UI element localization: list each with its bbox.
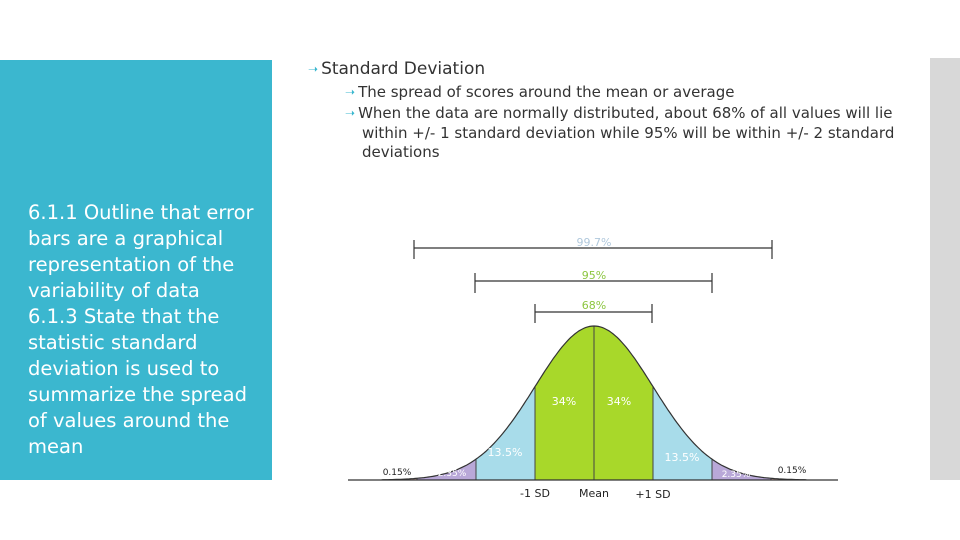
bullet-sub2: ➝ When the data are normally distributed,…: [345, 104, 905, 162]
region-outer-right: [712, 459, 771, 480]
label-997: 99.7%: [577, 236, 612, 249]
objective-6-1-3: 6.1.3 State that the statistic standard …: [28, 305, 247, 458]
sub2-line3: deviations: [362, 143, 440, 161]
label-68: 68%: [582, 299, 606, 312]
bell-curve-outline: [381, 325, 807, 481]
bullet-arrow-icon: ➝: [345, 106, 356, 120]
label-outer-right: 2.35%: [722, 470, 751, 480]
heading-text: Standard Deviation: [321, 59, 486, 79]
objective-6-1-1: 6.1.1 Outline that error bars are a grap…: [28, 201, 254, 302]
left-title-panel: 6.1.1 Outline that error bars are a grap…: [0, 60, 272, 480]
sub2-line1: When the data are normally distributed, …: [358, 104, 893, 122]
label-mid-right: 13.5%: [665, 451, 700, 464]
axis-plus-sd: +1 SD: [635, 488, 670, 501]
bullet-heading: ➝ Standard Deviation: [308, 59, 485, 80]
bullet-arrow-icon: ➝: [308, 62, 319, 76]
label-mid-left: 13.5%: [488, 446, 523, 459]
right-decorative-bar: [930, 58, 960, 480]
axis-minus-sd: -1 SD: [520, 487, 550, 500]
range-68-bar: [534, 304, 653, 323]
label-tail-left: 0.15%: [383, 468, 412, 478]
range-95-bar: [474, 273, 713, 293]
bullet-arrow-icon: ➝: [345, 85, 356, 99]
bell-curve-regions: [348, 325, 838, 481]
label-center-left: 34%: [552, 395, 576, 408]
normal-distribution-diagram: 99.7% 95% 68% 34% 34% 13.5% 13.5% 2.35% …: [348, 236, 838, 501]
bullet-sub1: ➝ The spread of scores around the mean or…: [345, 82, 734, 103]
axis-mean: Mean: [579, 487, 609, 500]
sub2-line2: within +/- 1 standard deviation while 95…: [362, 124, 895, 142]
range-997-bar: [413, 240, 773, 259]
label-tail-right: 0.15%: [778, 466, 807, 476]
sub1-text: The spread of scores around the mean or …: [358, 83, 735, 101]
region-outer-left: [417, 459, 476, 480]
label-outer-left: 2.35%: [438, 469, 467, 479]
learning-objectives: 6.1.1 Outline that error bars are a grap…: [28, 200, 258, 460]
label-95: 95%: [582, 269, 606, 282]
label-center-right: 34%: [607, 395, 631, 408]
